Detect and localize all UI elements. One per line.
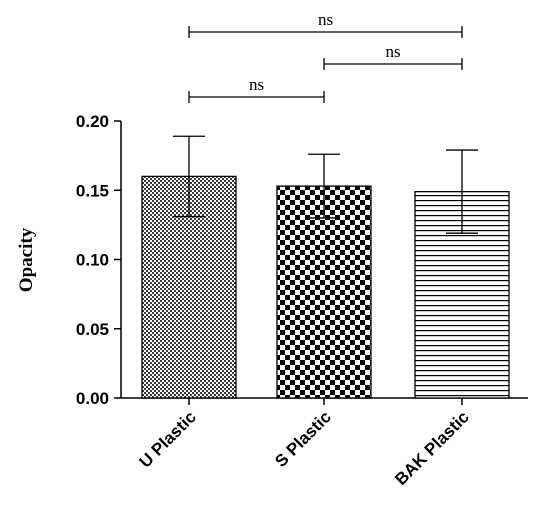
category-labels: U Plastic S Plastic BAK Plastic [136, 407, 473, 489]
y-axis: 0.00 0.05 0.10 0.15 0.20 [76, 112, 122, 408]
significance-label: ns [385, 42, 400, 61]
y-tick-label: 0.15 [76, 181, 109, 200]
category-label: U Plastic [136, 407, 200, 471]
y-axis-label: Opacity [16, 227, 37, 292]
significance-label: ns [249, 75, 264, 94]
category-label: S Plastic [271, 407, 335, 471]
error-bars [173, 135, 478, 234]
y-tick-label: 0.10 [76, 251, 109, 270]
bar [276, 185, 372, 399]
y-tick-label: 0.20 [76, 112, 109, 131]
y-tick-label: 0.05 [76, 320, 109, 339]
x-axis [121, 397, 528, 405]
bars [141, 175, 510, 399]
bar [414, 190, 510, 399]
significance-brackets: ns ns ns [188, 10, 463, 103]
category-label: BAK Plastic [391, 407, 473, 489]
y-tick-label: 0.00 [76, 389, 109, 408]
significance-label: ns [318, 10, 333, 29]
